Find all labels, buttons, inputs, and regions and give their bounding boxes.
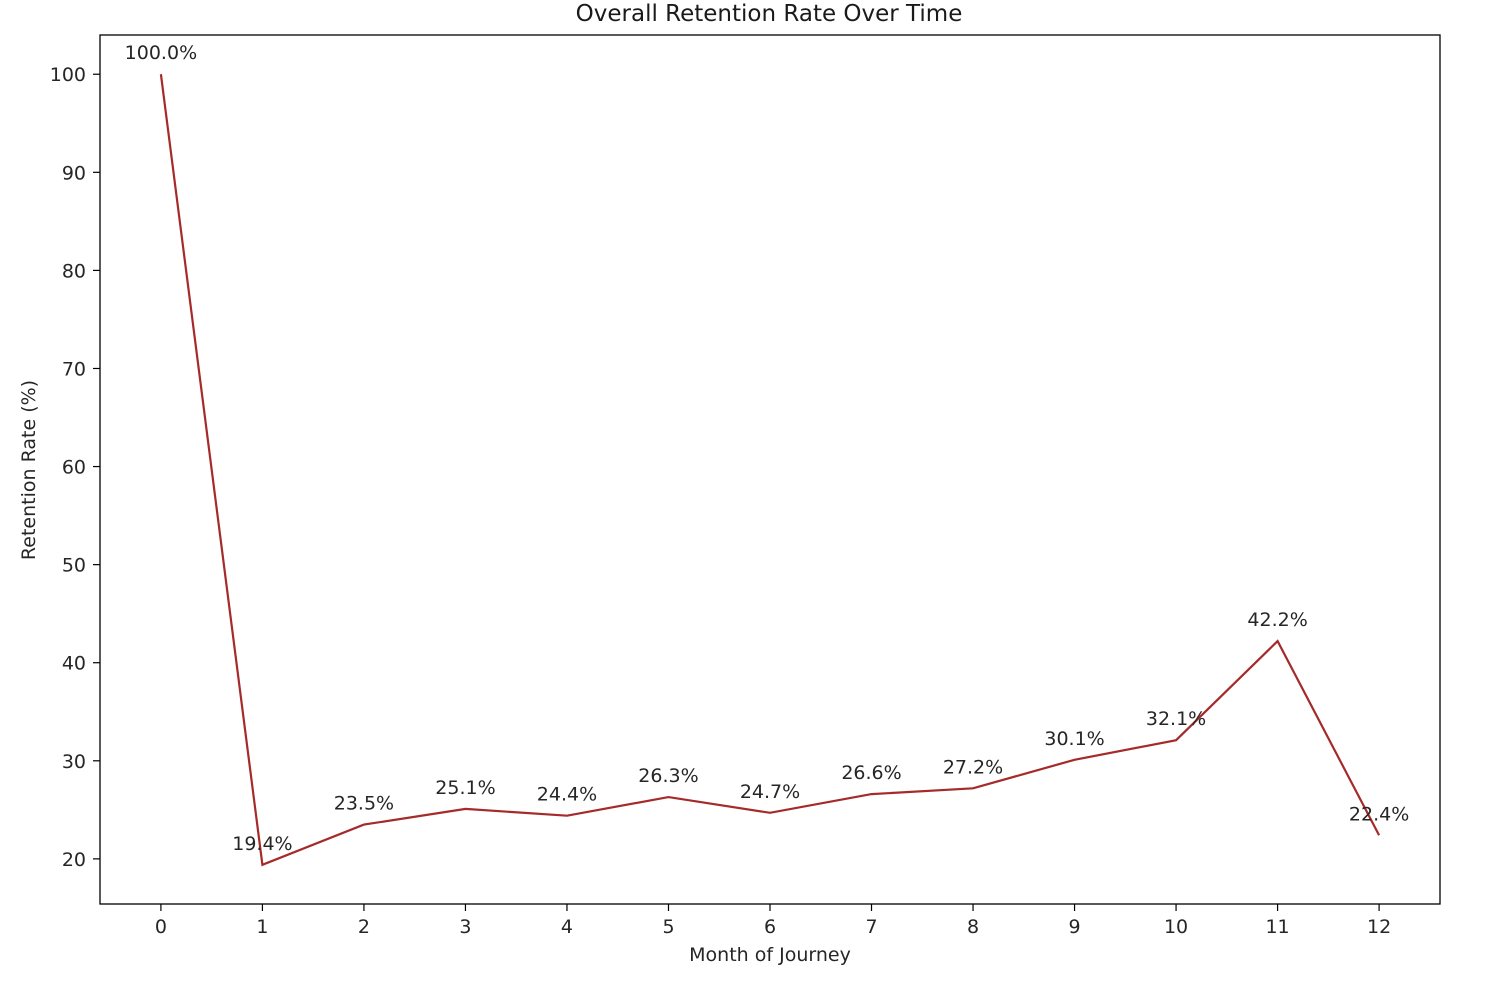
data-label: 26.6% bbox=[841, 762, 901, 784]
x-axis: 0 1 2 3 4 5 6 7 8 9 10 11 12 bbox=[155, 904, 1391, 938]
data-label: 22.4% bbox=[1349, 803, 1409, 825]
x-axis-label: Month of Journey bbox=[689, 944, 851, 966]
data-label: 24.4% bbox=[537, 784, 597, 806]
y-axis-label: Retention Rate (%) bbox=[18, 380, 40, 560]
y-tick-label: 60 bbox=[62, 457, 86, 479]
y-tick-label: 100 bbox=[50, 64, 86, 86]
y-tick-label: 30 bbox=[62, 751, 86, 773]
data-label: 25.1% bbox=[435, 777, 495, 799]
x-tick-label: 2 bbox=[358, 916, 370, 938]
y-axis: 20 30 40 50 60 70 80 90 100 bbox=[50, 64, 100, 871]
data-label: 24.7% bbox=[740, 781, 800, 803]
x-tick-label: 12 bbox=[1367, 916, 1391, 938]
y-tick-label: 70 bbox=[62, 358, 86, 380]
retention-series-line bbox=[159, 74, 1381, 867]
x-tick-label: 8 bbox=[967, 916, 979, 938]
x-tick-label: 10 bbox=[1164, 916, 1188, 938]
data-label: 19.4% bbox=[232, 833, 292, 855]
data-labels: 100.0% 19.4% 23.5% 25.1% 24.4% 26.3% 24.7% 26.6… bbox=[125, 42, 1410, 855]
x-tick-label: 4 bbox=[561, 916, 573, 938]
x-tick-label: 6 bbox=[764, 916, 776, 938]
x-tick-label: 9 bbox=[1068, 916, 1080, 938]
x-tick-label: 7 bbox=[865, 916, 877, 938]
data-label: 23.5% bbox=[334, 793, 394, 815]
data-label: 30.1% bbox=[1044, 728, 1104, 750]
data-label: 42.2% bbox=[1247, 609, 1307, 631]
y-tick-label: 90 bbox=[62, 162, 86, 184]
data-label: 32.1% bbox=[1146, 708, 1206, 730]
y-tick-label: 50 bbox=[62, 555, 86, 577]
x-tick-label: 11 bbox=[1265, 916, 1289, 938]
x-tick-label: 1 bbox=[256, 916, 268, 938]
data-label: 27.2% bbox=[943, 756, 1003, 778]
x-tick-label: 5 bbox=[662, 916, 674, 938]
x-tick-label: 3 bbox=[459, 916, 471, 938]
y-tick-label: 80 bbox=[62, 260, 86, 282]
x-tick-label: 0 bbox=[155, 916, 167, 938]
chart-title: Overall Retention Rate Over Time bbox=[576, 1, 963, 27]
y-tick-label: 40 bbox=[62, 653, 86, 675]
data-label: 26.3% bbox=[638, 765, 698, 787]
data-label: 100.0% bbox=[125, 42, 197, 64]
y-tick-label: 20 bbox=[62, 849, 86, 871]
plot-area-frame bbox=[99, 34, 1441, 905]
